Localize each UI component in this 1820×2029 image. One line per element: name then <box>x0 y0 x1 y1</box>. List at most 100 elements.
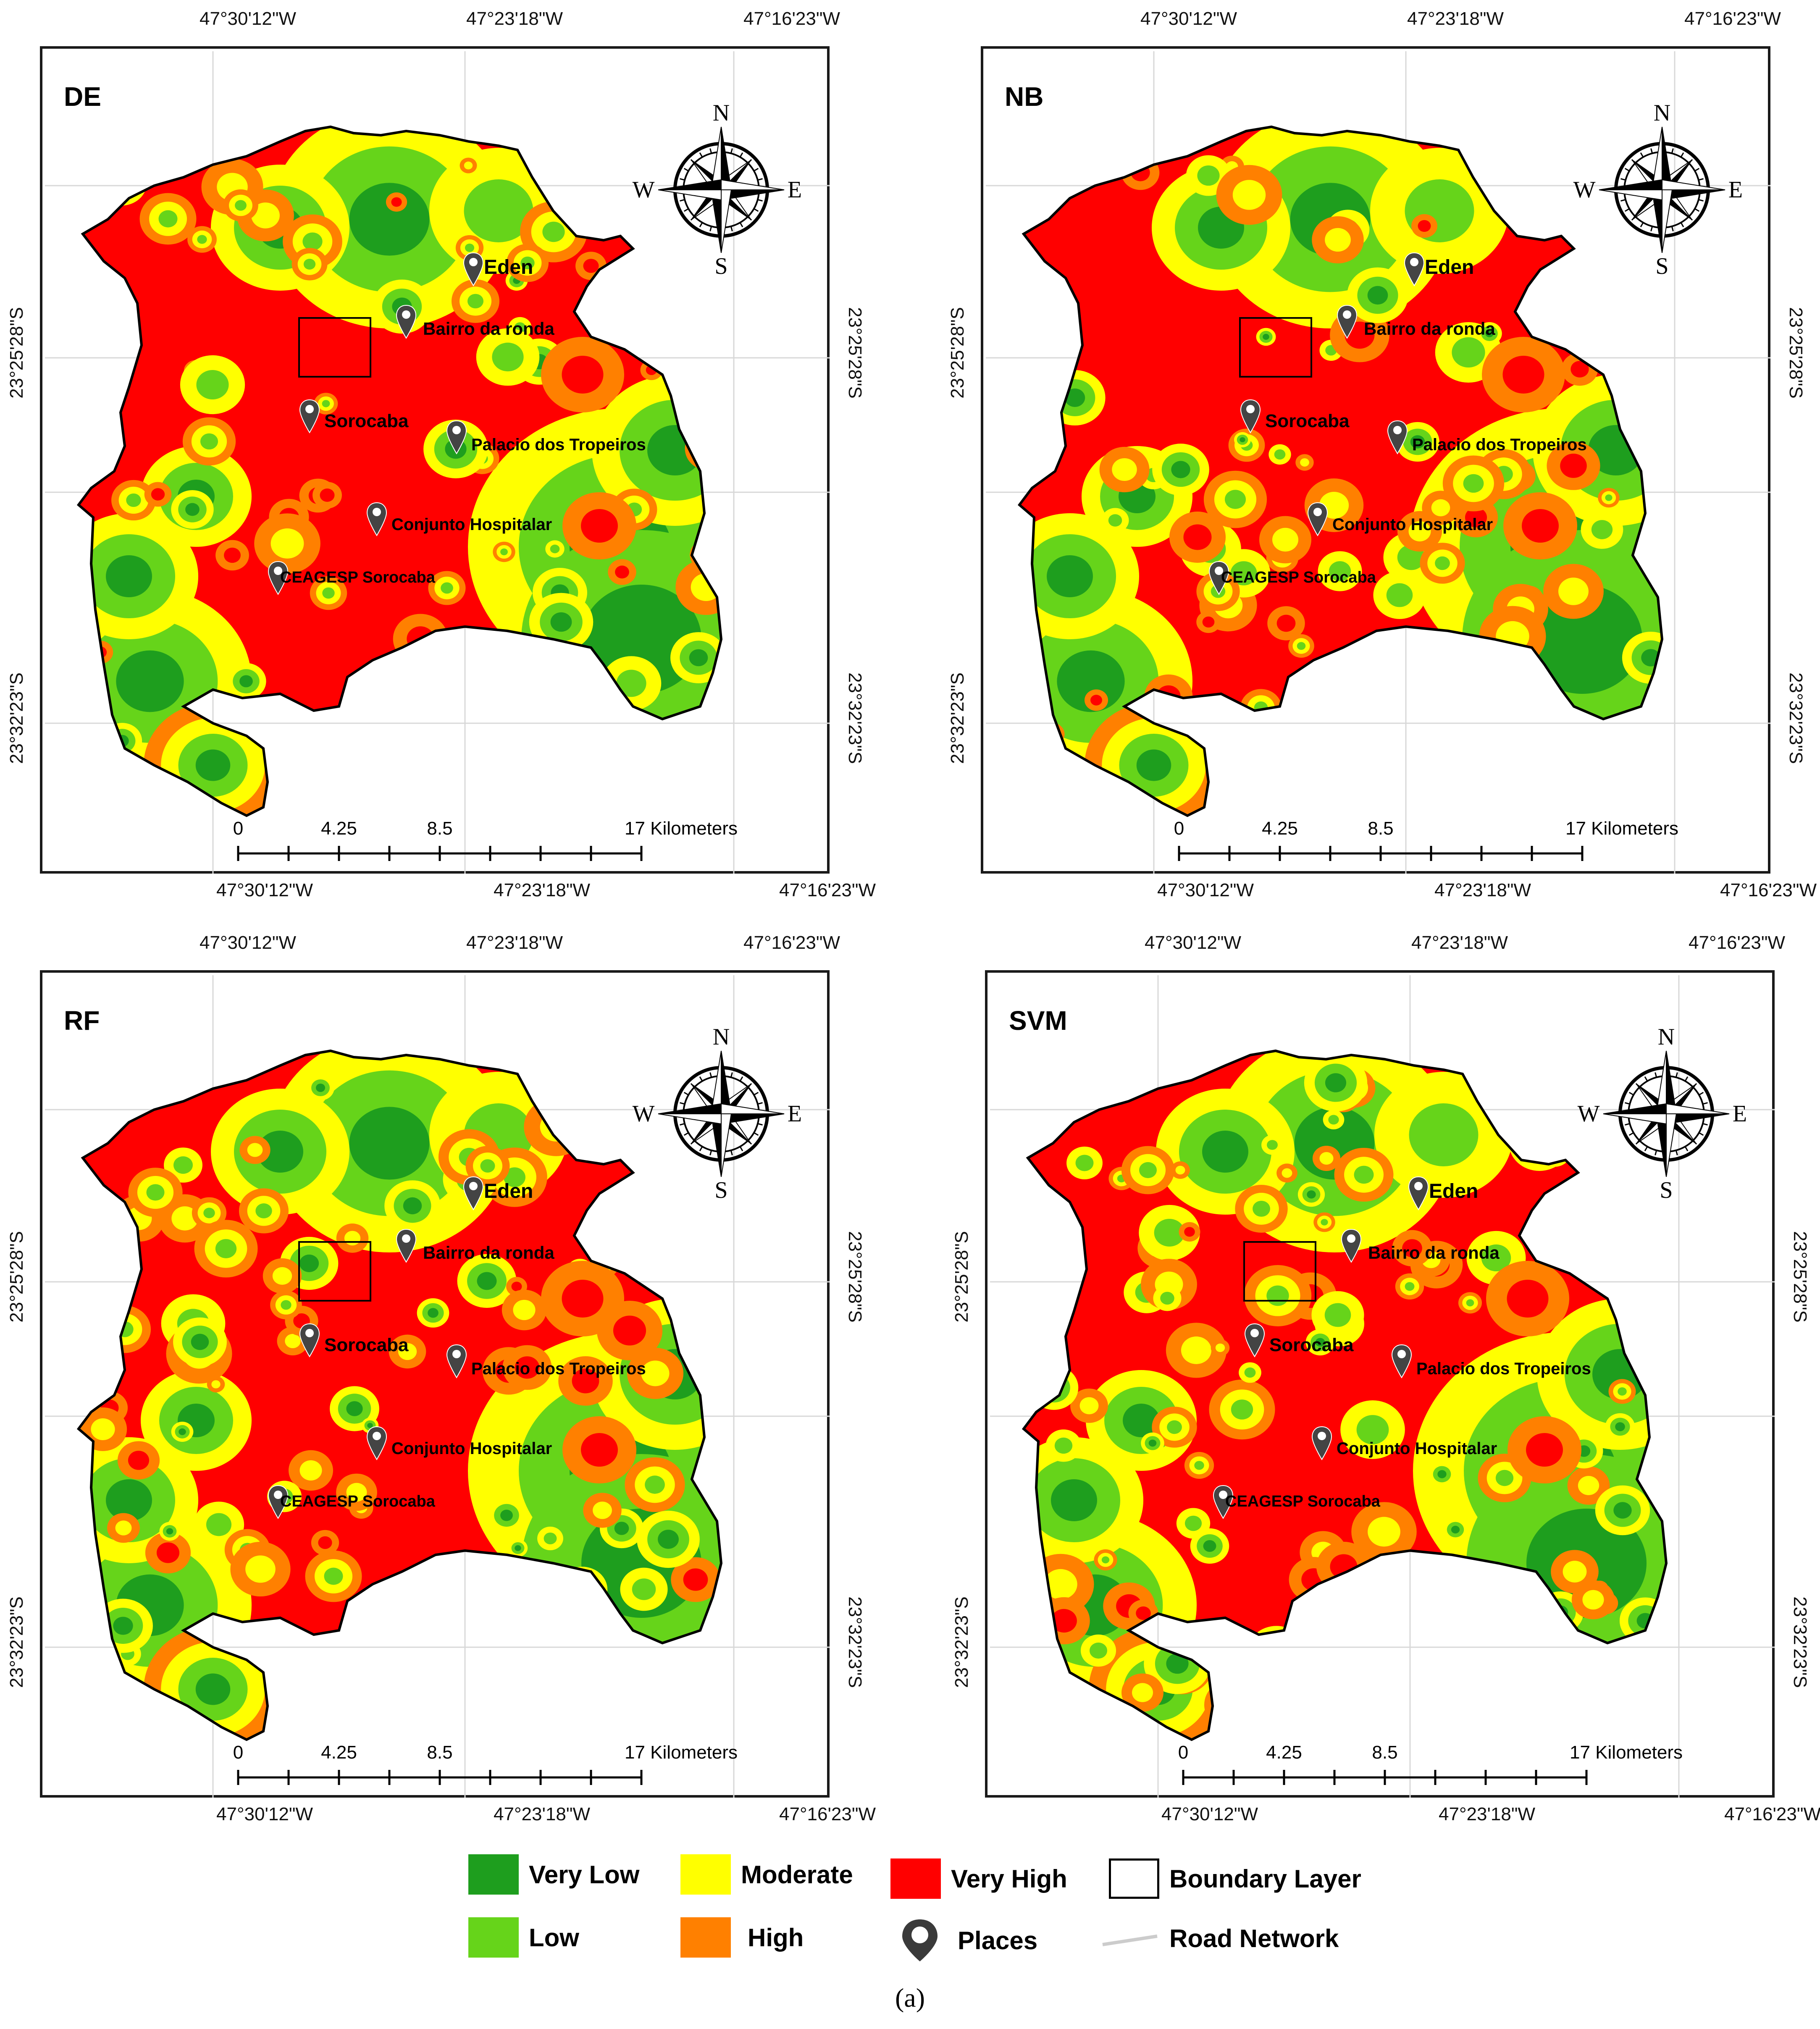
top-longitude-label: 47°16'23"W <box>743 8 840 29</box>
legend-label-boundary: Boundary Layer <box>1169 1864 1361 1893</box>
zone-patch <box>1141 1432 1164 1454</box>
zone-patch <box>404 734 444 771</box>
legend-boundary: Boundary Layer <box>1109 1858 1361 1899</box>
road-line-icon <box>1102 1935 1158 1946</box>
scale-label: 8.5 <box>427 1742 452 1763</box>
place-label: Bairro da ronda <box>1368 1243 1500 1263</box>
map-pin-icon <box>1244 1323 1265 1357</box>
bottom-longitude-label: 47°16'23"W <box>1720 880 1817 900</box>
zone-patch <box>1351 1502 1417 1562</box>
zone-patch <box>1094 1549 1117 1571</box>
bottom-longitude-label: 47°23'18"W <box>1439 1804 1535 1824</box>
map-frame: Eden Bairro da ronda Sorocaba Palacio dos T… <box>985 970 1775 1798</box>
zone-patch <box>173 1317 227 1367</box>
place-label: Bairro da ronda <box>423 319 554 339</box>
zone-patch <box>557 1567 608 1613</box>
zone-patch <box>543 1598 583 1634</box>
place-label: Bairro da ronda <box>1364 319 1495 339</box>
zone-patch <box>604 710 670 771</box>
top-longitude-label: 47°30'12"W <box>1145 932 1241 953</box>
zone-patch <box>1342 1673 1382 1709</box>
boundary-layer-box <box>1239 317 1312 378</box>
place-marker: Bairro da ronda <box>396 1228 554 1263</box>
zone-patch <box>226 663 266 700</box>
zone-patch <box>1169 512 1226 563</box>
map-panel-nb: 47°30'12"W 47°23'18"W 47°16'23"W 47°30'12"W… <box>947 8 1817 900</box>
zone-patch <box>1458 1292 1482 1314</box>
place-marker: Palacio dos Tropeiros <box>446 420 646 454</box>
panel-title: SVM <box>1009 1005 1067 1036</box>
scale-label: 0 <box>1178 1742 1188 1763</box>
right-latitude-label: 23°25'28"S <box>845 307 865 399</box>
compass-north-label: N <box>713 1024 730 1050</box>
susceptibility-map: Eden Bairro da ronda Sorocaba Palacio dos T… <box>45 975 830 1798</box>
place-marker: Eden <box>1404 252 1474 286</box>
zone-patch <box>1261 1135 1283 1155</box>
zone-patch <box>1622 632 1662 684</box>
scale-label: 4.25 <box>321 818 357 839</box>
legend-places: Places <box>899 1917 1037 1963</box>
zone-patch <box>1235 1184 1288 1233</box>
compass-east-label: E <box>1728 177 1743 203</box>
zone-patch <box>1476 721 1497 740</box>
place-label: Conjunto Hospitalar <box>391 1439 552 1458</box>
zone-patch <box>159 1522 180 1541</box>
map-frame: Eden Bairro da ronda Sorocaba Palacio dos T… <box>40 970 830 1798</box>
zone-patch <box>85 1308 117 1337</box>
zone-patch <box>336 1473 377 1511</box>
zone-patch <box>1395 1273 1424 1300</box>
zone-patch <box>634 1666 667 1696</box>
compass-west-label: W <box>1578 1101 1600 1127</box>
zone-patch <box>1044 370 1106 426</box>
left-latitude-label: 23°32'23"S <box>6 672 27 764</box>
zone-patch <box>1595 1485 1650 1536</box>
susceptibility-map: Eden Bairro da ronda Sorocaba Palacio dos T… <box>986 51 1770 874</box>
place-label: Conjunto Hospitalar <box>391 515 552 534</box>
zone-patch <box>620 1567 668 1611</box>
zone-patch <box>230 1541 291 1597</box>
map-pin-icon <box>1307 502 1328 536</box>
zone-patch <box>460 157 477 173</box>
place-label: Sorocaba <box>324 1335 409 1355</box>
zone-patch <box>1184 1452 1214 1479</box>
zone-north-east <box>1374 1072 1513 1198</box>
zone-patch <box>1605 1413 1635 1441</box>
zone-patch <box>145 1532 191 1574</box>
place-label: Sorocaba <box>324 411 409 431</box>
zone-patch <box>1392 1230 1432 1267</box>
left-latitude-label: 23°25'28"S <box>6 1231 27 1323</box>
zone-patch <box>1311 1291 1364 1339</box>
left-latitude-label: 23°32'23"S <box>947 672 968 764</box>
figure-caption: (a) <box>895 1983 925 2013</box>
legend-swatch-very-low <box>468 1854 519 1895</box>
zone-patch <box>1581 510 1623 549</box>
compass-south-label: S <box>714 1177 727 1203</box>
top-longitude-label: 47°23'18"W <box>1411 932 1508 953</box>
zone-patch <box>1171 1161 1190 1179</box>
place-marker: CEAGESP Sorocaba <box>268 561 436 595</box>
zone-patch <box>187 226 217 253</box>
zone-north-low <box>269 127 509 328</box>
zone-patch <box>102 156 123 174</box>
map-pin-icon <box>1337 304 1358 339</box>
zone-patch <box>1567 1466 1610 1505</box>
zone-patch <box>662 1648 693 1675</box>
map-pin-icon <box>446 1344 467 1378</box>
zone-patch <box>1256 328 1276 346</box>
zone-patch <box>164 1147 202 1183</box>
place-label: Eden <box>1429 1180 1478 1202</box>
legend-low: Low <box>468 1917 579 1958</box>
map-pin-icon <box>268 561 289 595</box>
top-longitude-label: 47°23'18"W <box>466 932 563 953</box>
place-marker: Conjunto Hospitalar <box>1307 502 1493 536</box>
bottom-longitude-label: 47°16'23"W <box>1724 1804 1820 1824</box>
zone-patch <box>1334 1147 1394 1202</box>
zone-patch <box>310 576 347 610</box>
zone-patch <box>313 482 342 509</box>
zone-patch <box>1312 1145 1341 1171</box>
zone-patch <box>1244 1265 1312 1326</box>
zone-patch <box>1594 719 1643 764</box>
compass-south-label: S <box>714 253 727 279</box>
zone-patch <box>180 355 245 415</box>
zone-patch <box>1121 1673 1163 1712</box>
